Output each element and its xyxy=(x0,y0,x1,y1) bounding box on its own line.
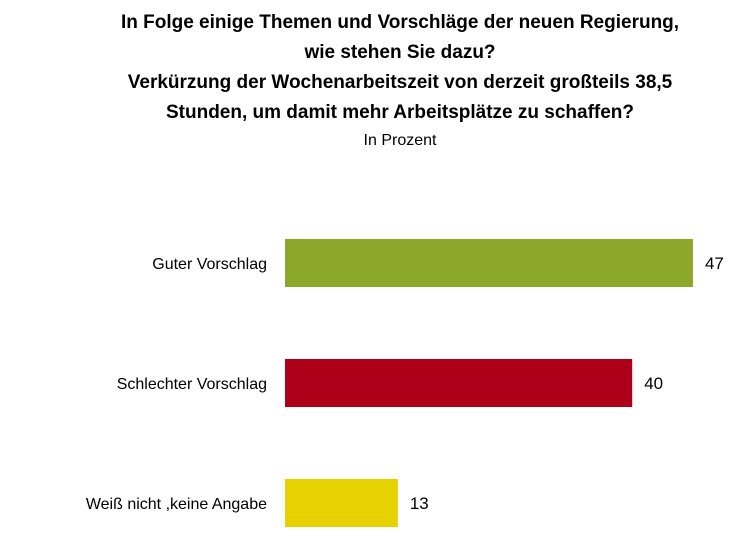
bar-1 xyxy=(285,239,693,287)
title-line-4: Stunden, um damit mehr Arbeitsplätze zu … xyxy=(165,102,635,123)
bar-2 xyxy=(285,359,633,407)
category-label-1: Guter Vorschlag xyxy=(152,256,267,273)
value-label-1: 47 xyxy=(705,254,724,273)
chart-title: In Folge einige Themen und Vorschläge de… xyxy=(30,8,737,128)
category-label-3: Weiß nicht ,keine Angabe xyxy=(86,496,267,513)
category-label-2: Schlechter Vorschlag xyxy=(117,376,267,393)
chart-subtitle: In Prozent xyxy=(363,132,437,149)
value-label-3: 13 xyxy=(410,494,429,513)
bar-3 xyxy=(285,479,398,527)
title-line-3: Verkürzung der Wochenarbeitszeit von der… xyxy=(127,72,673,93)
title-line-1: In Folge einige Themen und Vorschläge de… xyxy=(120,12,680,33)
title-line-2: wie stehen Sie dazu? xyxy=(304,42,496,63)
value-label-2: 40 xyxy=(644,374,663,393)
